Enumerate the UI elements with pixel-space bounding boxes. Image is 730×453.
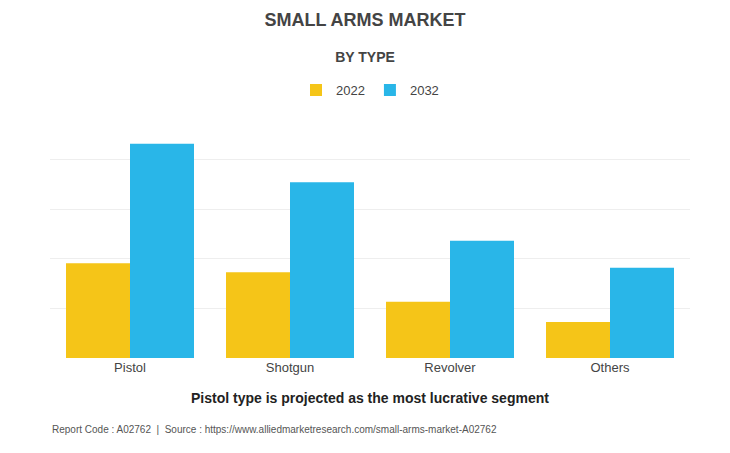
svg-text:2022: 2022 xyxy=(336,83,365,98)
svg-text:Shotgun: Shotgun xyxy=(266,360,314,375)
svg-text:Report Code : A02762 | Sourc: Report Code : A02762 | Source : https://… xyxy=(52,424,497,435)
svg-text:2032: 2032 xyxy=(410,83,439,98)
svg-text:SMALL ARMS MARKET: SMALL ARMS MARKET xyxy=(265,10,466,30)
svg-text:Others: Others xyxy=(590,360,630,375)
svg-text:Pistol: Pistol xyxy=(114,360,146,375)
svg-text:BY TYPE: BY TYPE xyxy=(335,49,395,65)
svg-text:Pistol type is projected as th: Pistol type is projected as the most luc… xyxy=(191,390,549,406)
svg-text:Revolver: Revolver xyxy=(424,360,476,375)
